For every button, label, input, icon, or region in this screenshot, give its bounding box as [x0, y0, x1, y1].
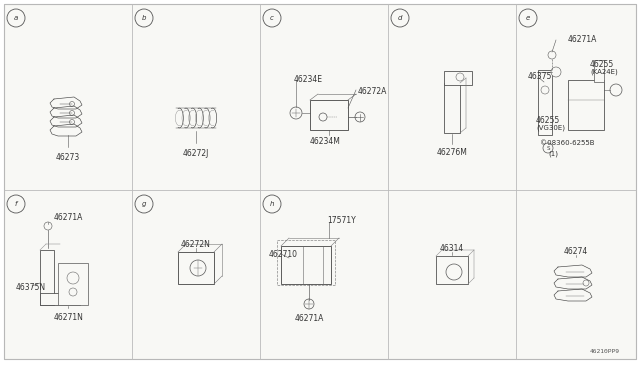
Text: (VG30E): (VG30E): [536, 124, 565, 131]
Bar: [178, 252, 214, 284]
Text: 462710: 462710: [269, 250, 298, 259]
Circle shape: [519, 9, 537, 27]
Bar: [568, 80, 604, 130]
Circle shape: [391, 9, 409, 27]
Circle shape: [263, 9, 281, 27]
Circle shape: [135, 195, 153, 213]
Text: 46234M: 46234M: [310, 137, 340, 146]
Bar: [436, 256, 468, 284]
Text: 46272J: 46272J: [183, 149, 209, 158]
Circle shape: [190, 260, 206, 276]
Circle shape: [67, 272, 79, 284]
Text: 46375N: 46375N: [16, 283, 46, 292]
Circle shape: [44, 222, 52, 230]
Text: c: c: [270, 15, 274, 21]
Text: 46274: 46274: [564, 247, 588, 256]
Bar: [40, 250, 54, 305]
Circle shape: [70, 110, 74, 115]
Circle shape: [319, 113, 327, 121]
Bar: [281, 246, 331, 284]
Circle shape: [290, 107, 302, 119]
Text: 17571Y: 17571Y: [327, 216, 356, 225]
Text: 46271A: 46271A: [54, 213, 83, 222]
Text: 46272N: 46272N: [181, 240, 211, 249]
Text: 46276M: 46276M: [436, 148, 467, 157]
Text: 46314: 46314: [440, 244, 464, 253]
Text: 46273: 46273: [56, 153, 80, 162]
Circle shape: [7, 9, 25, 27]
Text: a: a: [14, 15, 18, 21]
Bar: [538, 70, 552, 135]
Circle shape: [70, 102, 74, 106]
Circle shape: [541, 86, 549, 94]
Bar: [277, 240, 335, 285]
Circle shape: [70, 119, 74, 125]
Circle shape: [543, 143, 553, 153]
Text: 46375: 46375: [528, 72, 552, 81]
Bar: [58, 263, 88, 305]
Circle shape: [446, 264, 462, 280]
Circle shape: [7, 195, 25, 213]
Circle shape: [456, 73, 464, 81]
Text: 46255: 46255: [536, 116, 560, 125]
Text: h: h: [269, 201, 275, 207]
Text: 46255: 46255: [590, 60, 614, 69]
Text: S: S: [547, 145, 550, 151]
Circle shape: [69, 288, 77, 296]
Text: e: e: [526, 15, 530, 21]
Bar: [444, 71, 472, 85]
Text: 46271A: 46271A: [294, 314, 324, 323]
Circle shape: [60, 295, 68, 303]
Bar: [594, 60, 604, 82]
Circle shape: [304, 299, 314, 309]
Text: d: d: [397, 15, 403, 21]
Circle shape: [551, 67, 561, 77]
Bar: [40, 293, 80, 305]
Text: 46271A: 46271A: [568, 35, 597, 44]
Circle shape: [355, 112, 365, 122]
Text: (KA24E): (KA24E): [590, 68, 618, 74]
Circle shape: [548, 51, 556, 59]
Circle shape: [263, 195, 281, 213]
Text: 46271N: 46271N: [54, 313, 84, 322]
Circle shape: [135, 9, 153, 27]
Bar: [310, 100, 348, 130]
Text: 46234E: 46234E: [294, 75, 323, 84]
Text: 46210PP9: 46210PP9: [590, 349, 620, 354]
Text: ©08360-6255B: ©08360-6255B: [540, 140, 595, 146]
Text: b: b: [141, 15, 147, 21]
Circle shape: [610, 84, 622, 96]
Bar: [444, 83, 460, 133]
Text: g: g: [141, 201, 147, 207]
Text: (1): (1): [548, 150, 558, 157]
Text: 46272A: 46272A: [358, 87, 387, 96]
Circle shape: [583, 280, 589, 286]
Text: f: f: [15, 201, 17, 207]
